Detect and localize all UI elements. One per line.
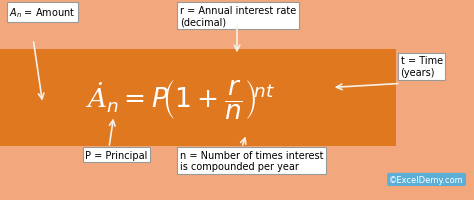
FancyBboxPatch shape (0, 50, 396, 146)
Text: P = Principal: P = Principal (85, 150, 148, 160)
Text: ©ExcelDemy.com: ©ExcelDemy.com (389, 175, 464, 184)
Text: t = Time
(years): t = Time (years) (401, 56, 443, 77)
Text: $A_n$ = Amount: $A_n$ = Amount (9, 6, 76, 20)
Text: r = Annual interest rate
(decimal): r = Annual interest rate (decimal) (180, 6, 296, 27)
Text: $\mathdefault{\dot{A}}_n = P\!\left(1 + \dfrac{r}{n}\right)^{\!nt}$: $\mathdefault{\dot{A}}_n = P\!\left(1 + … (85, 78, 275, 120)
Text: n = Number of times interest
is compounded per year: n = Number of times interest is compound… (180, 150, 324, 171)
